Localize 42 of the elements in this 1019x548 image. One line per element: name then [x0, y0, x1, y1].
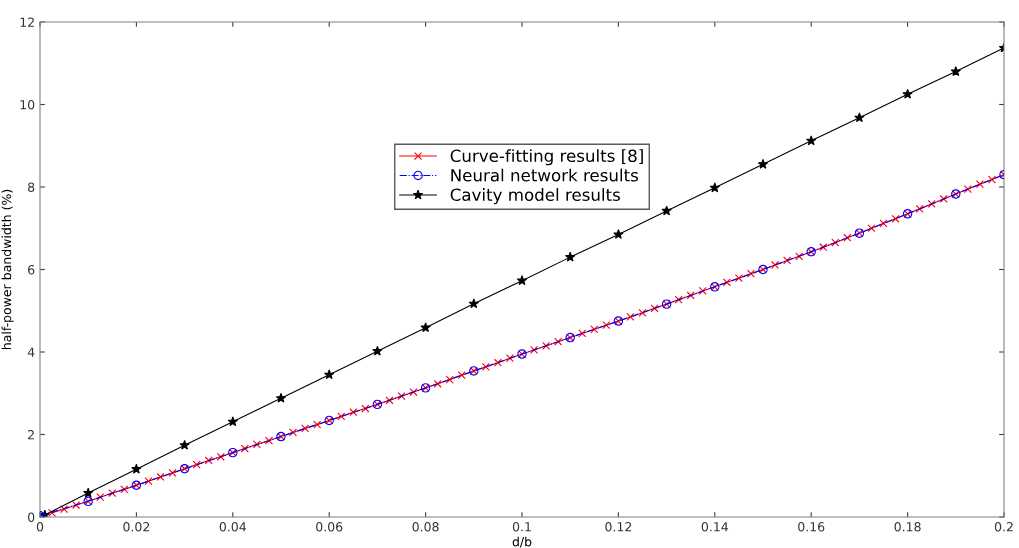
x-tick-label: 0 — [36, 522, 44, 532]
point — [709, 182, 720, 193]
point — [227, 416, 238, 427]
legend-label: Cavity model results — [450, 188, 620, 205]
point — [661, 205, 672, 216]
point — [516, 275, 528, 286]
point — [83, 487, 94, 498]
x-tick-label: 0.06 — [316, 522, 343, 532]
point — [565, 251, 576, 262]
y-tick-label: 4 — [27, 347, 35, 357]
x-tick-label: 0.1 — [512, 522, 531, 532]
point — [131, 463, 142, 474]
point — [902, 88, 913, 99]
point — [372, 345, 383, 356]
point — [806, 135, 817, 146]
x-tick-label: 0.04 — [219, 522, 247, 532]
point — [757, 158, 769, 169]
y-tick-label: 0 — [28, 512, 35, 522]
point — [324, 369, 335, 380]
point — [468, 298, 479, 309]
y-tick-label: 2 — [28, 429, 34, 440]
point — [854, 112, 865, 123]
point — [179, 439, 190, 450]
point — [420, 322, 431, 333]
x-tick-label: 0.02 — [123, 522, 150, 532]
y-tick-label: 10 — [20, 99, 35, 110]
x-tick-label: 0.2 — [994, 522, 1013, 532]
point — [950, 66, 961, 76]
point — [275, 392, 287, 403]
point — [613, 229, 624, 239]
x-tick-label: 0.18 — [894, 522, 921, 532]
y-tick-label: 12 — [20, 17, 34, 27]
x-tick-label: 0.12 — [605, 522, 632, 532]
legend-label: Neural network results — [451, 168, 638, 182]
x-axis-title: d/b — [512, 536, 532, 548]
x-tick-label: 0.16 — [798, 522, 825, 532]
x-tick-label: 0.14 — [701, 522, 729, 532]
y-tick-label: 6 — [28, 264, 35, 275]
legend-label: Curve-fitting results [8] — [450, 149, 643, 166]
y-axis-title: half-power bandwidth (%) — [1, 189, 14, 350]
y-tick-label: 8 — [28, 182, 35, 192]
x-tick-label: 0.08 — [412, 522, 439, 532]
